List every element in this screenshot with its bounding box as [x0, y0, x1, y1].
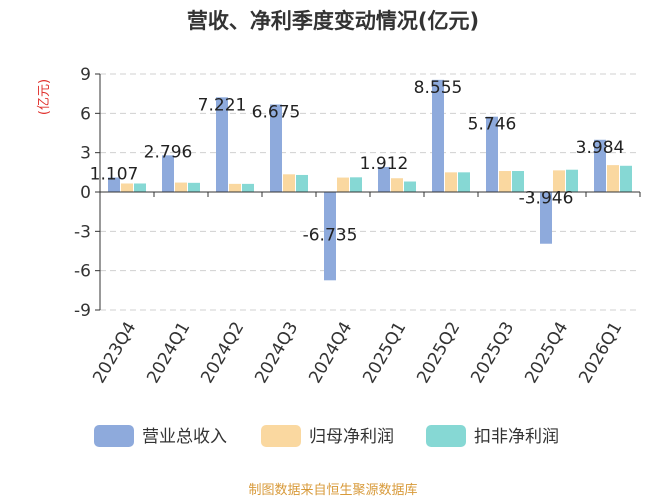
grid-lines — [100, 73, 640, 311]
x-tick-label-2024Q3: 2024Q3 — [251, 319, 302, 387]
bar-2024Q1-s0 — [162, 155, 174, 192]
data-label-2025Q4: -3.946 — [519, 189, 574, 209]
y-tick-label: 0 — [80, 183, 91, 203]
bars — [108, 79, 632, 281]
x-tick-label-2024Q4: 2024Q4 — [305, 319, 356, 387]
x-tick-label-2025Q2: 2025Q2 — [413, 319, 464, 387]
bar-2025Q1-s2 — [404, 181, 416, 192]
legend-swatch-0 — [94, 425, 134, 447]
bar-2024Q2-s1 — [229, 183, 241, 192]
bar-2024Q3-s2 — [296, 174, 308, 192]
data-label-2026Q1: 3.984 — [576, 138, 625, 158]
bar-2025Q1-s0 — [378, 166, 390, 192]
x-tick-label-2024Q2: 2024Q2 — [197, 319, 248, 387]
bar-2023Q4-s1 — [121, 183, 133, 192]
legend-label-0: 营业总收入 — [142, 427, 227, 447]
data-label-2024Q2: 7.221 — [198, 95, 247, 115]
bar-2025Q4-s1 — [553, 170, 565, 192]
bar-2025Q4-s0 — [540, 192, 552, 244]
bar-2026Q1-s0 — [594, 139, 606, 192]
chart-title: 营收、净利季度变动情况(亿元) — [187, 9, 479, 33]
data-label-2025Q2: 8.555 — [414, 78, 463, 98]
bar-2024Q4-s0 — [324, 192, 336, 281]
x-tick-label-2024Q1: 2024Q1 — [143, 319, 194, 387]
bar-2024Q2-s2 — [242, 183, 254, 192]
x-tick-label-2023Q4: 2023Q4 — [89, 319, 140, 387]
legend-label-2: 扣非净利润 — [474, 427, 559, 447]
data-label-2024Q4: -6.735 — [303, 225, 358, 245]
legend: 营业总收入 归母净利润 扣非净利润 — [94, 425, 559, 447]
bar-2024Q4-s2 — [350, 177, 362, 192]
y-axis-unit-label: (亿元) — [37, 79, 52, 115]
bar-2025Q1-s1 — [391, 178, 403, 192]
bar-2025Q3-s0 — [486, 116, 498, 192]
data-source-note: 制图数据来自恒生聚源数据库 — [248, 482, 417, 498]
bar-2025Q4-s2 — [566, 169, 578, 192]
bar-2025Q3-s1 — [499, 171, 511, 192]
bar-2023Q4-s2 — [134, 183, 146, 192]
x-tick-label-2025Q3: 2025Q3 — [467, 319, 518, 387]
legend-swatch-1 — [261, 425, 301, 447]
y-tick-label: -3 — [74, 222, 91, 242]
bar-2025Q2-s1 — [445, 172, 457, 192]
data-label-2025Q1: 1.912 — [360, 154, 409, 174]
bar-2024Q4-s1 — [337, 177, 349, 192]
y-tick-label: 9 — [80, 65, 91, 85]
y-tick-label: 3 — [80, 144, 91, 164]
bar-2024Q1-s1 — [175, 182, 187, 192]
x-tick-label-2026Q1: 2026Q1 — [575, 319, 626, 387]
y-tick-label: -6 — [74, 262, 91, 282]
bar-2025Q2-s0 — [432, 79, 444, 192]
legend-swatch-2 — [426, 425, 466, 447]
bar-2024Q3-s0 — [270, 104, 282, 192]
bar-2026Q1-s1 — [607, 165, 619, 192]
data-label-2025Q3: 5.746 — [468, 115, 517, 135]
y-tick-label: 6 — [80, 104, 91, 124]
bar-2025Q3-s2 — [512, 171, 524, 192]
bar-2024Q3-s1 — [283, 174, 295, 192]
bar-2026Q1-s2 — [620, 165, 632, 192]
bar-2024Q2-s0 — [216, 97, 228, 192]
x-tick-label-2025Q1: 2025Q1 — [359, 319, 410, 387]
x-tick-label-2025Q4: 2025Q4 — [521, 319, 572, 387]
bar-2025Q2-s2 — [458, 172, 470, 192]
bar-2023Q4-s0 — [108, 177, 120, 192]
data-label-2023Q4: 1.107 — [90, 164, 139, 184]
legend-label-1: 归母净利润 — [309, 427, 394, 447]
y-tick-label: -9 — [74, 301, 91, 321]
bar-2024Q1-s2 — [188, 182, 200, 192]
data-label-2024Q3: 6.675 — [252, 102, 301, 122]
data-label-2024Q1: 2.796 — [144, 142, 193, 162]
